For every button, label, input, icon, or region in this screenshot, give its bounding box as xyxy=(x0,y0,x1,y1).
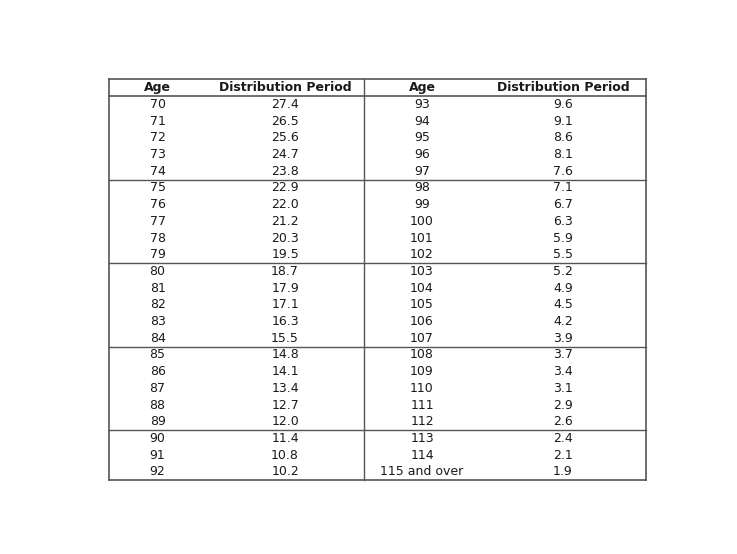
Text: 99: 99 xyxy=(414,198,430,211)
Text: 15.5: 15.5 xyxy=(271,332,299,345)
Text: 4.5: 4.5 xyxy=(553,299,573,311)
Text: 101: 101 xyxy=(410,232,434,244)
Text: 1.9: 1.9 xyxy=(553,465,573,479)
Text: 26.5: 26.5 xyxy=(271,115,299,127)
Text: 96: 96 xyxy=(414,148,430,161)
Text: 84: 84 xyxy=(150,332,166,345)
Text: 93: 93 xyxy=(414,98,430,111)
Text: 106: 106 xyxy=(410,315,434,328)
Text: 2.6: 2.6 xyxy=(553,416,573,428)
Text: 71: 71 xyxy=(150,115,166,127)
Text: 87: 87 xyxy=(150,382,166,395)
Text: 102: 102 xyxy=(410,248,434,261)
Text: 81: 81 xyxy=(150,281,166,295)
Text: Age: Age xyxy=(144,81,171,94)
Text: 5.9: 5.9 xyxy=(553,232,573,244)
Text: 105: 105 xyxy=(410,299,434,311)
Text: 100: 100 xyxy=(410,215,434,228)
Text: 86: 86 xyxy=(150,365,166,378)
Text: 77: 77 xyxy=(150,215,166,228)
Text: 72: 72 xyxy=(150,131,166,144)
Text: 6.7: 6.7 xyxy=(553,198,573,211)
Text: 5.2: 5.2 xyxy=(553,265,573,278)
Text: 92: 92 xyxy=(150,465,166,479)
Text: 22.0: 22.0 xyxy=(271,198,299,211)
Text: 17.9: 17.9 xyxy=(271,281,299,295)
Text: 20.3: 20.3 xyxy=(271,232,299,244)
Text: 9.1: 9.1 xyxy=(553,115,573,127)
Text: 75: 75 xyxy=(150,181,166,194)
Text: 19.5: 19.5 xyxy=(271,248,299,261)
Text: 80: 80 xyxy=(150,265,166,278)
Text: 108: 108 xyxy=(410,348,434,361)
Text: 2.4: 2.4 xyxy=(553,432,573,445)
Text: 7.1: 7.1 xyxy=(553,181,573,194)
Text: 76: 76 xyxy=(150,198,166,211)
Text: 91: 91 xyxy=(150,449,166,461)
Text: 12.7: 12.7 xyxy=(271,398,299,412)
Text: 88: 88 xyxy=(150,398,166,412)
Text: 18.7: 18.7 xyxy=(271,265,299,278)
Text: 11.4: 11.4 xyxy=(271,432,299,445)
Text: 3.4: 3.4 xyxy=(553,365,573,378)
Text: 7.6: 7.6 xyxy=(553,165,573,178)
Text: 107: 107 xyxy=(410,332,434,345)
Text: 74: 74 xyxy=(150,165,166,178)
Text: 79: 79 xyxy=(150,248,166,261)
Text: 70: 70 xyxy=(150,98,166,111)
Text: 103: 103 xyxy=(410,265,434,278)
Text: 12.0: 12.0 xyxy=(271,416,299,428)
Text: 16.3: 16.3 xyxy=(271,315,299,328)
Text: 78: 78 xyxy=(150,232,166,244)
Text: 13.4: 13.4 xyxy=(271,382,299,395)
Text: 24.7: 24.7 xyxy=(271,148,299,161)
Text: 27.4: 27.4 xyxy=(271,98,299,111)
Text: Age: Age xyxy=(408,81,436,94)
Text: 25.6: 25.6 xyxy=(271,131,299,144)
Text: 3.9: 3.9 xyxy=(553,332,573,345)
Text: 97: 97 xyxy=(414,165,430,178)
Text: 4.9: 4.9 xyxy=(553,281,573,295)
Text: 114: 114 xyxy=(411,449,434,461)
Text: 110: 110 xyxy=(410,382,434,395)
Text: 73: 73 xyxy=(150,148,166,161)
Text: 3.7: 3.7 xyxy=(553,348,573,361)
Text: 23.8: 23.8 xyxy=(271,165,299,178)
Text: 111: 111 xyxy=(411,398,434,412)
Text: 3.1: 3.1 xyxy=(553,382,573,395)
Text: 4.2: 4.2 xyxy=(553,315,573,328)
Text: 90: 90 xyxy=(150,432,166,445)
Text: 98: 98 xyxy=(414,181,430,194)
Text: Distribution Period: Distribution Period xyxy=(497,81,629,94)
Text: 10.2: 10.2 xyxy=(271,465,299,479)
Text: 83: 83 xyxy=(150,315,166,328)
Text: 5.5: 5.5 xyxy=(553,248,573,261)
Text: 14.8: 14.8 xyxy=(271,348,299,361)
Text: 8.6: 8.6 xyxy=(553,131,573,144)
Text: 14.1: 14.1 xyxy=(271,365,299,378)
Text: 89: 89 xyxy=(150,416,166,428)
Text: 115 and over: 115 and over xyxy=(380,465,464,479)
Text: 17.1: 17.1 xyxy=(271,299,299,311)
Text: 10.8: 10.8 xyxy=(271,449,299,461)
Text: 104: 104 xyxy=(410,281,434,295)
Text: 94: 94 xyxy=(414,115,430,127)
Text: 85: 85 xyxy=(150,348,166,361)
Text: 22.9: 22.9 xyxy=(271,181,299,194)
Text: 95: 95 xyxy=(414,131,430,144)
Text: 2.1: 2.1 xyxy=(553,449,573,461)
Text: 109: 109 xyxy=(410,365,434,378)
Text: 8.1: 8.1 xyxy=(553,148,573,161)
Text: 2.9: 2.9 xyxy=(553,398,573,412)
Text: 9.6: 9.6 xyxy=(553,98,573,111)
Text: 21.2: 21.2 xyxy=(271,215,299,228)
Text: 82: 82 xyxy=(150,299,166,311)
Text: Distribution Period: Distribution Period xyxy=(219,81,352,94)
Text: 6.3: 6.3 xyxy=(553,215,573,228)
Text: 113: 113 xyxy=(411,432,434,445)
Text: 112: 112 xyxy=(411,416,434,428)
